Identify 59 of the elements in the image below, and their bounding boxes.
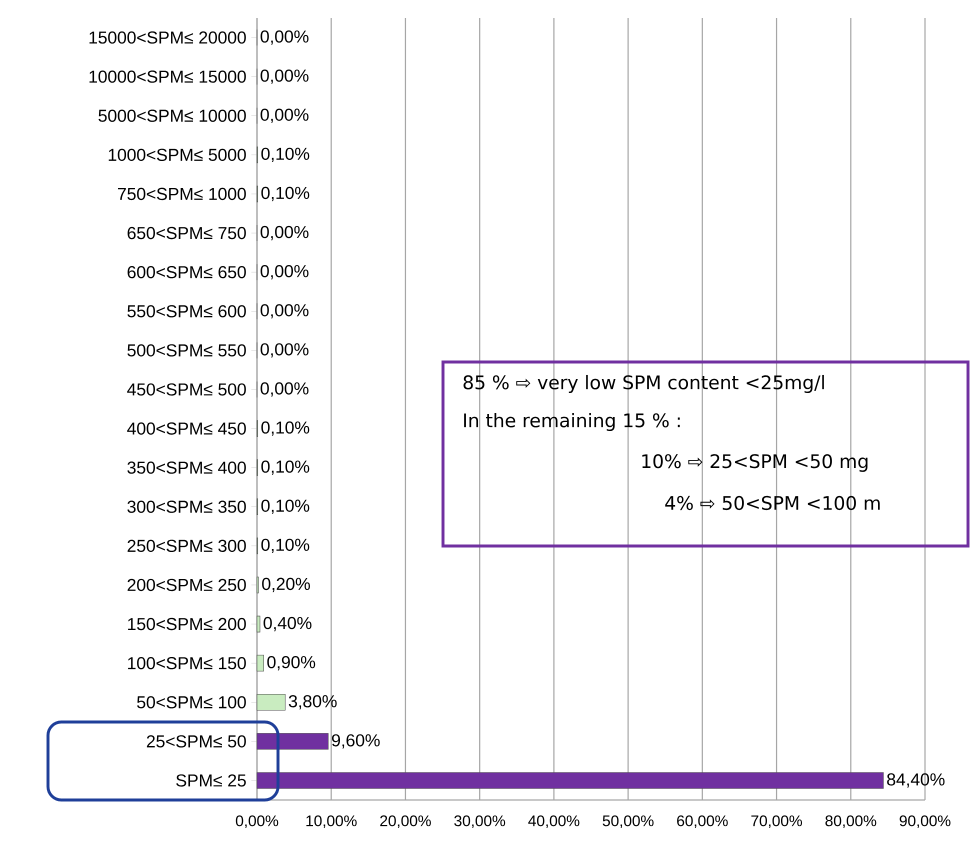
x-tick-label: 30,00%	[454, 815, 506, 828]
data-label: 0,00%	[260, 382, 308, 397]
data-label: 0,00%	[260, 69, 308, 84]
data-label: 0,10%	[261, 148, 310, 162]
data-label: 0,90%	[267, 656, 316, 670]
x-tick-label: 20,00%	[380, 815, 431, 828]
y-tick-label: 1000<SPM≤ 5000	[108, 148, 246, 161]
data-label: 0,10%	[261, 460, 310, 475]
x-tick-label: 90,00%	[900, 815, 950, 828]
data-label: 0,00%	[260, 30, 308, 45]
data-label: 0,00%	[260, 226, 308, 240]
data-label: 0,00%	[260, 343, 308, 358]
x-tick-label: 10,00%	[306, 815, 357, 828]
data-label: 0,00%	[260, 264, 308, 280]
y-tick-label: 550<SPM≤ 600	[127, 305, 246, 318]
y-tick-label: 5000<SPM≤ 10000	[98, 110, 246, 122]
data-label: 0,10%	[261, 500, 310, 514]
data-label: 3,80%	[288, 695, 337, 710]
y-tick-label: 10000<SPM≤ 15000	[90, 70, 246, 83]
data-label: 0,00%	[260, 304, 308, 318]
y-tick-label: 15000<SPM≤ 20000	[90, 31, 246, 44]
y-tick-label: 600<SPM≤ 650	[128, 266, 246, 278]
data-label: 0,10%	[261, 421, 310, 436]
x-tick-label: 60,00%	[677, 815, 728, 828]
y-tick-label: 400<SPM≤ 450	[127, 422, 246, 435]
bar	[256, 654, 264, 672]
data-label: 0,00%	[260, 108, 308, 123]
annotation: 4% ⇨ 50<SPM <100 m	[665, 496, 880, 510]
y-tick-label: 300<SPM≤ 350	[127, 500, 246, 513]
data-label: 9,60%	[332, 734, 380, 749]
bar	[256, 694, 286, 711]
x-tick-label: 40,00%	[528, 815, 580, 828]
y-tick-label: SPM≤ 25	[176, 774, 246, 787]
annotation: In the remaining 15 % :	[464, 412, 680, 432]
bar	[256, 772, 884, 789]
data-label: 0,10%	[261, 186, 310, 202]
y-tick-label: 150<SPM≤ 200	[128, 618, 246, 630]
x-tick-label: 0,00%	[236, 815, 278, 828]
annotation: 85 % ⇨ very low SPM content <25mg/l	[464, 374, 824, 394]
y-tick-label: 650<SPM≤ 750	[128, 226, 246, 240]
y-tick-label: 350<SPM≤ 400	[127, 462, 246, 474]
annotation: 10% ⇨ 25<SPM <50 mg	[642, 454, 868, 472]
y-tick-label: 750<SPM≤ 1000	[118, 188, 246, 200]
y-tick-label: 50<SPM≤ 100	[137, 696, 246, 708]
x-tick-label: 50,00%	[602, 815, 654, 828]
y-tick-label: 500<SPM≤ 550	[127, 344, 246, 356]
data-label: 0,40%	[264, 616, 312, 632]
x-tick-label: 70,00%	[751, 815, 802, 828]
data-label: 84,40%	[887, 773, 945, 788]
y-tick-label: 250<SPM≤ 300	[128, 540, 246, 552]
y-tick-label: 25<SPM≤ 50	[146, 735, 246, 748]
data-label: 0,20%	[262, 578, 310, 592]
y-tick-label: 200<SPM≤ 250	[128, 578, 246, 592]
x-tick-label: 80,00%	[825, 815, 876, 828]
bar	[256, 616, 260, 632]
bar	[256, 733, 329, 750]
data-label: 0,10%	[261, 538, 310, 554]
y-tick-label: 100<SPM≤ 150	[128, 657, 246, 670]
y-tick-label: 450<SPM≤ 500	[127, 383, 246, 396]
